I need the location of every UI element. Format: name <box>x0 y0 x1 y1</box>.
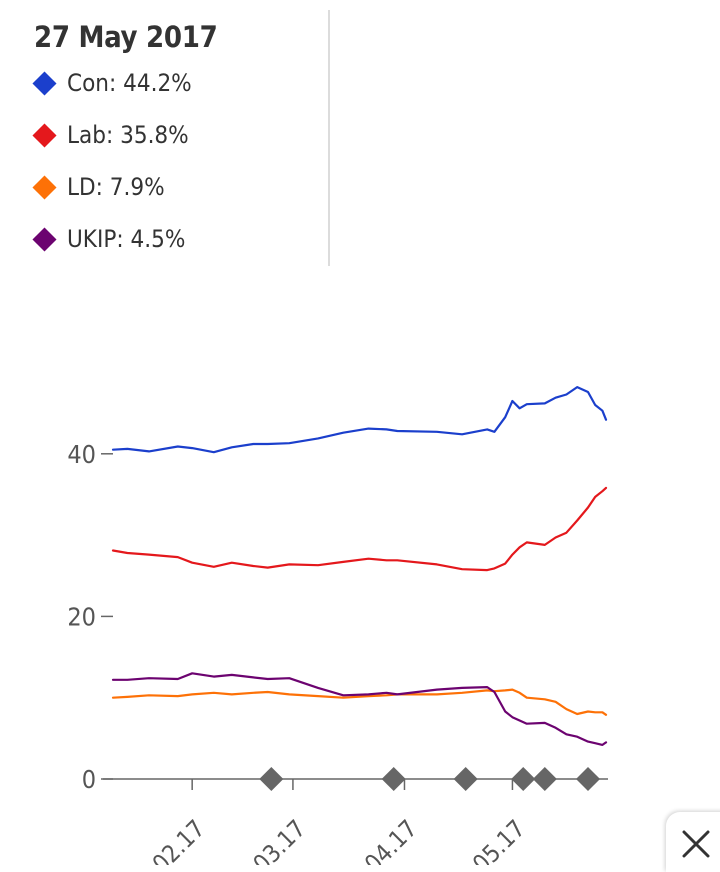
legend-label: Lab <box>67 121 106 149</box>
legend-label: UKIP <box>67 225 117 253</box>
x-tick-label: 04.17 <box>359 814 422 865</box>
close-button[interactable] <box>666 812 720 872</box>
series-line-ld <box>111 688 608 716</box>
legend-item-lab: Lab: 35.8% <box>32 117 189 153</box>
x-tick-label: 03.17 <box>248 814 311 865</box>
event-marker <box>575 766 601 792</box>
event-marker <box>532 766 557 792</box>
y-tick-label: 0 <box>82 765 96 794</box>
series-line-lab <box>111 486 608 572</box>
event-marker <box>381 766 406 792</box>
x-tick-label: 05.17 <box>467 814 530 865</box>
event-marker <box>453 766 478 792</box>
legend-value: 4.5% <box>130 225 186 253</box>
y-tick-label: 20 <box>67 602 96 631</box>
legend-label: LD <box>67 173 96 201</box>
event-marker <box>511 766 536 792</box>
tooltip-panel: 27 May 2017 Con: 44.2% Lab: 35.8% LD: 7.9%… <box>14 10 330 266</box>
legend-value: 44.2% <box>123 69 192 97</box>
event-marker <box>259 766 284 792</box>
legend-item-ld: LD: 7.9% <box>32 169 165 205</box>
x-tick-label: 02.17 <box>147 814 210 865</box>
legend-item-ukip: UKIP: 4.5% <box>32 221 185 257</box>
y-tick-label: 40 <box>67 440 96 469</box>
legend-value: 35.8% <box>120 121 189 149</box>
tooltip-date: 27 May 2017 <box>34 20 218 54</box>
series-line-con <box>111 386 608 454</box>
series-line-ukip <box>111 672 608 747</box>
legend-item-con: Con: 44.2% <box>32 65 192 101</box>
legend-value: 7.9% <box>109 173 165 201</box>
legend-label: Con <box>67 69 109 97</box>
close-icon <box>682 830 710 858</box>
